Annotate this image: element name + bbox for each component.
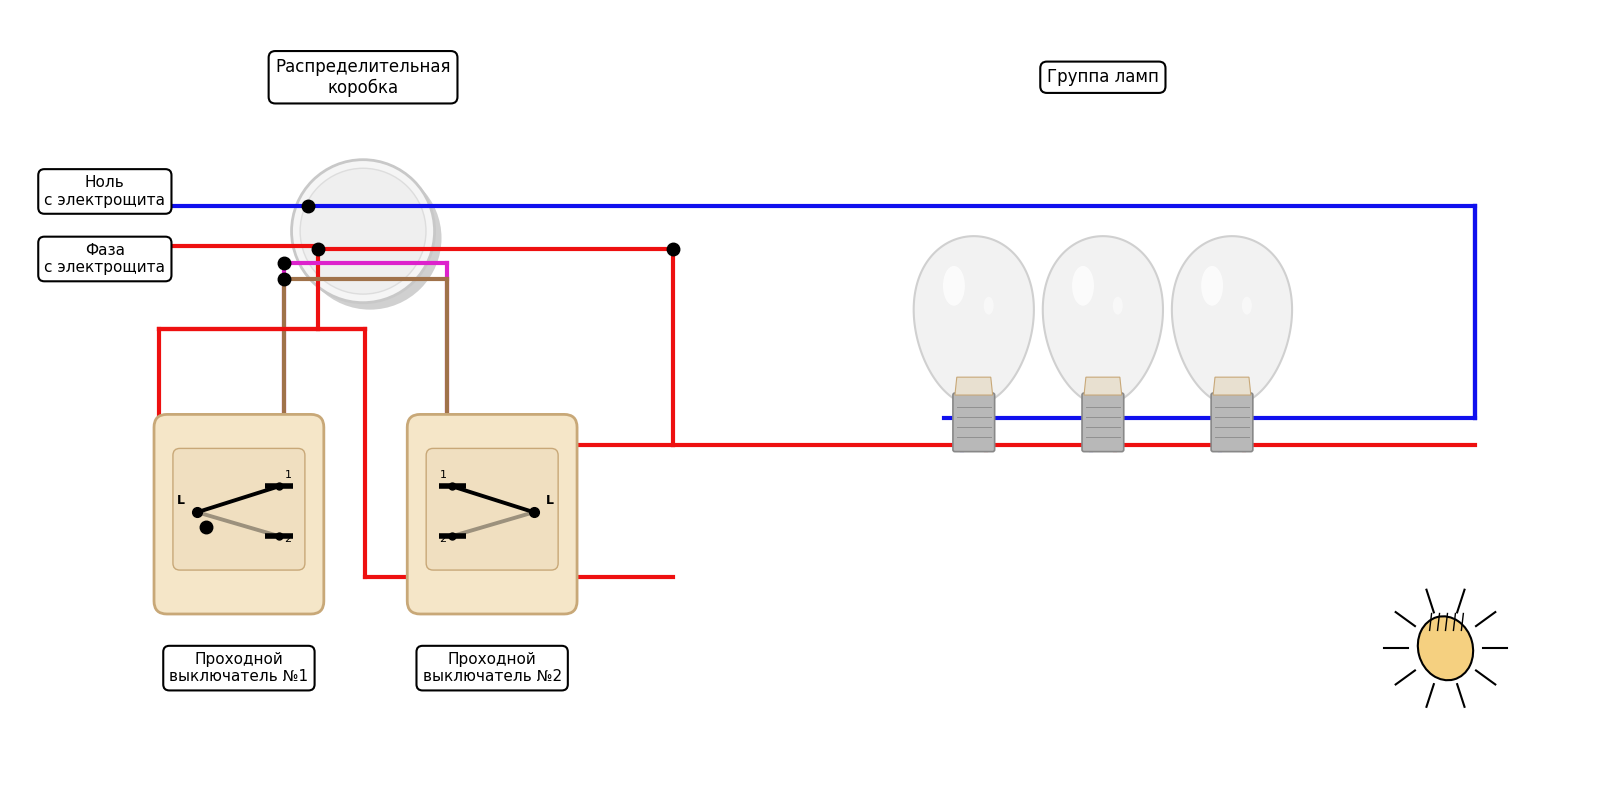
- Text: L: L: [546, 494, 554, 507]
- Text: 1: 1: [285, 470, 291, 481]
- Polygon shape: [955, 377, 992, 395]
- Circle shape: [299, 166, 442, 310]
- Text: Группа ламп: Группа ламп: [1046, 68, 1158, 86]
- Text: L: L: [178, 494, 186, 507]
- Ellipse shape: [984, 297, 994, 314]
- Text: Распределительная
коробка: Распределительная коробка: [275, 58, 451, 97]
- FancyBboxPatch shape: [408, 414, 578, 614]
- Text: Ноль
с электрощита: Ноль с электрощита: [45, 175, 165, 208]
- Text: Проходной
выключатель №2: Проходной выключатель №2: [422, 652, 562, 684]
- Circle shape: [291, 160, 435, 302]
- Circle shape: [301, 168, 426, 294]
- FancyBboxPatch shape: [426, 449, 558, 570]
- FancyBboxPatch shape: [1211, 393, 1253, 452]
- Polygon shape: [914, 236, 1034, 405]
- Text: Фаза
с электрощита: Фаза с электрощита: [45, 242, 165, 275]
- Polygon shape: [1213, 377, 1251, 395]
- FancyBboxPatch shape: [154, 414, 323, 614]
- Polygon shape: [1043, 236, 1163, 405]
- Ellipse shape: [1202, 266, 1222, 306]
- Text: 2: 2: [440, 534, 446, 544]
- Ellipse shape: [1072, 266, 1094, 306]
- Text: 2: 2: [285, 534, 291, 544]
- Text: Проходной
выключатель №1: Проходной выключатель №1: [170, 652, 309, 684]
- Text: 1: 1: [440, 470, 446, 481]
- Polygon shape: [1085, 377, 1122, 395]
- Polygon shape: [1171, 236, 1293, 405]
- Ellipse shape: [942, 266, 965, 306]
- Ellipse shape: [1114, 297, 1123, 314]
- FancyBboxPatch shape: [954, 393, 995, 452]
- FancyBboxPatch shape: [1082, 393, 1123, 452]
- Ellipse shape: [1418, 616, 1474, 680]
- FancyBboxPatch shape: [173, 449, 306, 570]
- Ellipse shape: [1242, 297, 1251, 314]
